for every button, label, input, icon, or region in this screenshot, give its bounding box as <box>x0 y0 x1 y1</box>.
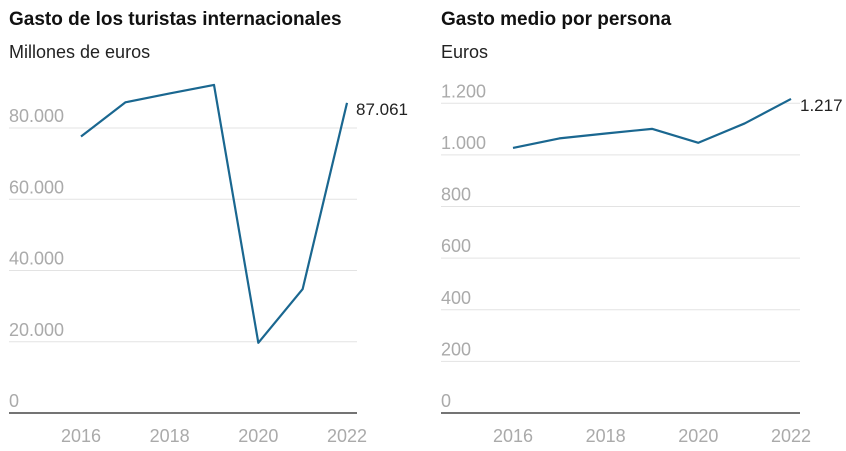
right-series-line <box>512 97 792 150</box>
right-x-tick-label: 2020 <box>678 426 718 446</box>
right-x-tick-label: 2018 <box>586 426 626 446</box>
right-y-tick-label: 200 <box>441 339 471 359</box>
left-chart-title: Gasto de los turistas internacionales <box>9 9 342 30</box>
left-y-tick-label: 40.000 <box>9 249 64 269</box>
right-end-value-label: 1.217 <box>800 96 843 115</box>
left-chart-subtitle: Millones de euros <box>9 42 151 62</box>
right-chart-title: Gasto medio por persona <box>441 9 672 30</box>
right-x-tick-label: 2016 <box>493 426 533 446</box>
left-y-tick-label: 80.000 <box>9 106 64 126</box>
right-y-tick-label: 400 <box>441 288 471 308</box>
right-y-tick-label: 800 <box>441 185 471 205</box>
right-y-tick-label: 1.200 <box>441 81 486 101</box>
left-series-line <box>80 83 349 344</box>
right-y-tick-label: 600 <box>441 236 471 256</box>
right-x-tick-label: 2022 <box>771 426 811 446</box>
right-chart-subtitle: Euros <box>441 42 489 62</box>
left-y-tick-label: 20.000 <box>9 320 64 340</box>
left-y-tick-label: 60.000 <box>9 177 64 197</box>
left-x-tick-label: 2020 <box>238 426 278 446</box>
right-y-tick-label: 1.000 <box>441 133 486 153</box>
right-y-tick-label: 0 <box>441 391 451 411</box>
left-x-tick-label: 2018 <box>150 426 190 446</box>
left-end-value-label: 87.061 <box>356 100 408 119</box>
left-x-tick-label: 2022 <box>327 426 367 446</box>
left-y-tick-label: 0 <box>9 391 19 411</box>
left-x-tick-label: 2016 <box>61 426 101 446</box>
